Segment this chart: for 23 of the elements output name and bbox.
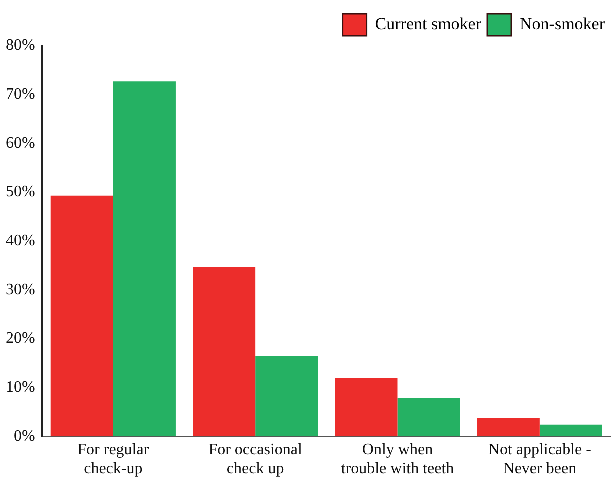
x-tick-label: For occasional check up — [208, 441, 304, 478]
y-tick-label: 70% — [6, 86, 36, 104]
y-tick-label: 40% — [6, 232, 36, 250]
y-tick-label: 30% — [6, 281, 36, 298]
y-tick-label: 20% — [6, 330, 36, 348]
x-tick-label: Only when trouble with teeth — [341, 441, 454, 478]
y-tick-label: 0% — [14, 428, 36, 445]
y-tick-label: 60% — [6, 134, 36, 152]
bar — [335, 378, 398, 437]
bar — [50, 196, 114, 437]
bar — [256, 356, 318, 437]
x-tick-label: Not applicable - Never been — [488, 441, 592, 478]
bar — [477, 418, 540, 437]
x-tick-label: For regular check-up — [78, 441, 150, 478]
legend-label: Current smoker — [375, 14, 482, 34]
y-tick-label: 80% — [6, 37, 36, 54]
bar — [113, 82, 176, 437]
legend-label: Non-smoker — [520, 14, 606, 34]
bar — [540, 424, 602, 437]
bar — [398, 398, 460, 437]
y-tick-label: 50% — [6, 184, 36, 201]
y-tick-label: 10% — [6, 378, 36, 396]
bar — [193, 267, 256, 437]
